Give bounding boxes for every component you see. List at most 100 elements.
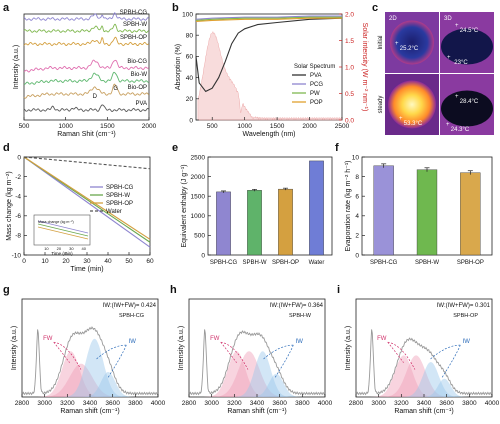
legend-entry: Water xyxy=(106,209,122,215)
iw-component xyxy=(367,362,481,397)
x-tick-label: 4000 xyxy=(151,400,166,407)
crosshair-marker: + xyxy=(447,55,451,61)
y-axis-label: Intensity (a.u.) xyxy=(11,326,18,370)
annotation-d: D xyxy=(93,94,98,100)
x-axis-label: Wavelength (nm) xyxy=(242,131,295,138)
temperature-label: 24.3°C xyxy=(451,127,470,133)
ratio-label: IW:(IW+FW)= 0.424 xyxy=(103,303,157,309)
y-tick-label: 2 xyxy=(355,233,359,240)
legend-entry: SPBH-CG xyxy=(106,185,134,191)
panel-letter-e: e xyxy=(172,142,178,154)
y-tick-label: 0 xyxy=(201,252,205,259)
x-axis-label: Time (min) xyxy=(70,266,103,273)
y-tick-label: 10 xyxy=(352,154,360,161)
x-tick-label: 3600 xyxy=(439,400,454,407)
series-line-Bio-CG xyxy=(23,59,149,73)
y-axis-label-right: Solar intensity (W m⁻² nm⁻¹) xyxy=(361,23,368,112)
fw-component xyxy=(367,355,481,397)
x-tick-label: 3200 xyxy=(60,400,75,407)
bar-SPBH-CG xyxy=(373,165,394,256)
panel-letter-f: f xyxy=(335,142,339,154)
crosshair-marker: + xyxy=(446,122,450,128)
y-tick-label: -8 xyxy=(15,233,21,240)
x-axis-label: Raman shift (cm⁻¹) xyxy=(394,408,453,415)
panel-letter-b: b xyxy=(172,2,179,14)
inset-tick-label: 10 xyxy=(44,246,49,251)
temperature-label: 25.2°C xyxy=(400,46,419,52)
temperature-label: 23°C xyxy=(454,60,468,66)
iw-label: IW xyxy=(296,339,304,345)
y-tick-label: 0 xyxy=(355,252,359,259)
x-tick-label: 500 xyxy=(19,123,30,130)
series-line-SPBH-OP xyxy=(23,156,151,240)
thermal-spot xyxy=(441,28,493,65)
ratio-label: IW:(IW+FW)= 0.364 xyxy=(270,303,324,309)
y-axis-label: Absorption (%) xyxy=(175,44,182,90)
x-tick-label: 20 xyxy=(62,258,70,265)
y-axis-label: Intensity (a.u.) xyxy=(13,45,20,89)
x-axis-label: Raman Shit (cm⁻¹) xyxy=(57,131,116,138)
x-tick-label: 2000 xyxy=(302,123,317,130)
solar-spectrum-area xyxy=(197,31,343,121)
panel-letter-a: a xyxy=(3,2,10,14)
x-tick-label: 2000 xyxy=(142,123,157,130)
y-tick-label-right: 1.0 xyxy=(345,64,354,71)
fw-component xyxy=(200,351,314,397)
bar-SPBH-OP xyxy=(460,172,481,256)
series-label: Bio-OP xyxy=(128,85,147,91)
inset-tick-label: 30 xyxy=(69,246,74,251)
fw-label: FW xyxy=(43,336,53,342)
y-tick-label: 1500 xyxy=(191,194,206,201)
series-label: SPBH-OP xyxy=(120,35,147,41)
y-axis-label: Evaporation rate (kg m⁻² h⁻¹) xyxy=(345,160,352,251)
y-tick-label: -10 xyxy=(12,252,22,259)
iw-label: IW xyxy=(129,339,137,345)
thermal-spot xyxy=(388,80,436,129)
legend-entry: POP xyxy=(310,100,323,106)
row-label: Initial xyxy=(378,35,384,49)
y-tick-label: 40 xyxy=(186,75,194,82)
annotation-g: G xyxy=(113,86,118,92)
series-label: Bio-CG xyxy=(127,59,147,65)
x-tick-label: 30 xyxy=(83,258,91,265)
x-tick-label: 4000 xyxy=(485,400,500,407)
iw-arrow xyxy=(274,344,294,378)
y-tick-label: 2000 xyxy=(191,174,206,181)
x-tick-label: 3400 xyxy=(417,400,432,407)
x-tick-label: 10 xyxy=(41,258,49,265)
y-axis-label: Intensity (a.u.) xyxy=(178,326,185,370)
y-tick-label: 6 xyxy=(355,194,359,201)
iw-arrow xyxy=(441,344,461,378)
x-tick-label: 3000 xyxy=(204,400,219,407)
fw-arrow xyxy=(387,341,416,370)
fw-component xyxy=(33,363,147,397)
y-tick-label-right: 2.0 xyxy=(345,11,354,18)
crosshair-marker: + xyxy=(395,41,399,47)
x-tick-label: 50 xyxy=(125,258,133,265)
thermal-spot xyxy=(441,90,493,127)
fw-arrow xyxy=(220,341,249,370)
panel-h-raman-fit-w: 2800 3000 3200 3400 3600 3800 4000 Raman shift … xyxy=(178,298,333,415)
series-line-PVA xyxy=(195,17,343,93)
fw-component xyxy=(200,351,314,397)
x-tick-label: 1000 xyxy=(237,123,252,130)
sample-label: SPBH-OP xyxy=(453,313,478,319)
series-line-SPBH-CG xyxy=(23,12,149,21)
x-axis-label: Raman shift (cm⁻¹) xyxy=(227,408,286,415)
y-tick-label: 20 xyxy=(186,96,194,103)
ratio-label: IW:(IW+FW)= 0.301 xyxy=(437,303,491,309)
iw-component xyxy=(33,372,147,397)
raw-spectrum xyxy=(21,326,159,396)
fw-label: FW xyxy=(210,336,220,342)
x-tick-label: 1000 xyxy=(58,123,73,130)
inset-tick-label: 20 xyxy=(57,246,62,251)
panel-letter-h: h xyxy=(170,284,177,296)
y-tick-label: 1000 xyxy=(191,213,206,220)
category-label: SPBH-W xyxy=(415,260,439,266)
iw-component xyxy=(200,351,314,397)
x-tick-label: 3200 xyxy=(394,400,409,407)
x-tick-label: 3000 xyxy=(371,400,386,407)
panel-b-absorption-spectrum: 500 1000 1500 2000 2500 0 20 40 60 80 100 0.0 0.5 1.0… xyxy=(175,11,368,138)
x-tick-label: 3800 xyxy=(295,400,310,407)
